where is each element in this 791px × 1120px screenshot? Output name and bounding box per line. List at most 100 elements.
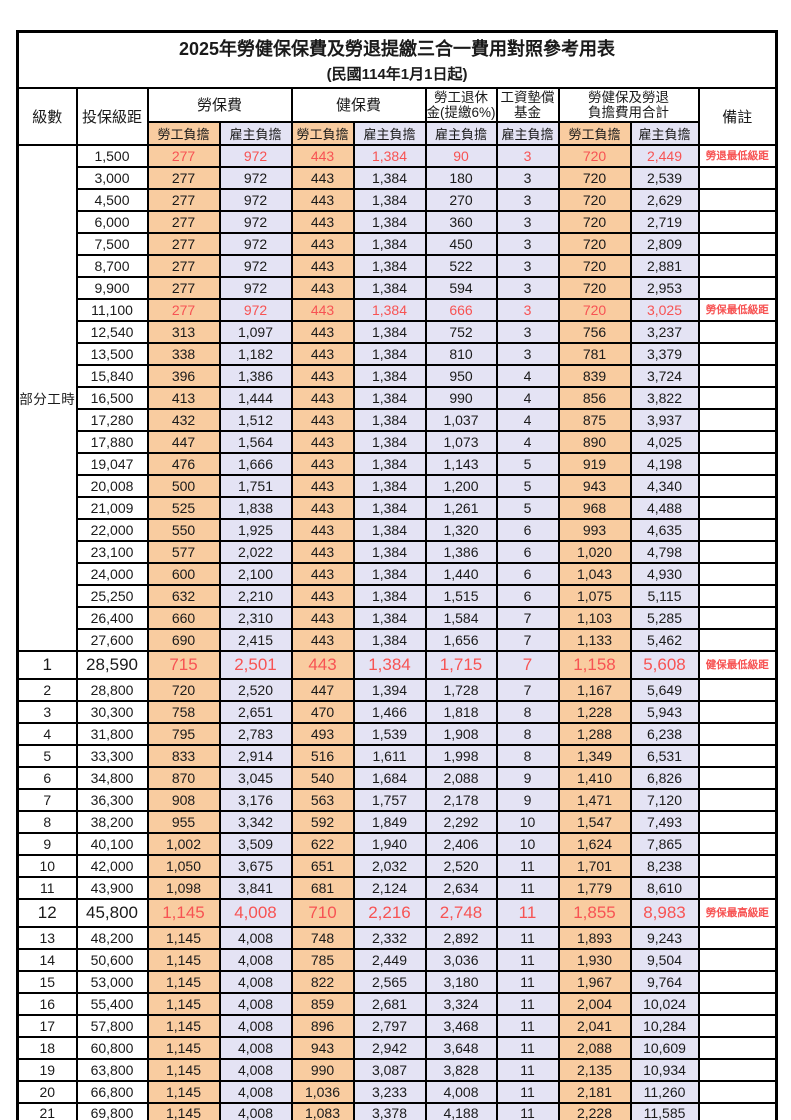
total-employee-cell: 875 [557, 407, 632, 432]
wage-fund-employer-cell: 11 [495, 1057, 560, 1082]
health-ins-employee-cell: 443 [290, 429, 355, 454]
health-ins-employee-cell: 443 [290, 539, 355, 564]
wage-fund-employer-cell: 11 [495, 947, 560, 972]
labor-ins-employer-cell: 972 [218, 231, 293, 256]
wage-fund-employer-cell: 11 [495, 925, 560, 950]
pension-employer-cell: 1,515 [424, 583, 498, 608]
health-ins-employer-cell: 1,384 [352, 209, 427, 234]
col-header-remark: 備註 [697, 86, 778, 146]
health-ins-employee-cell: 493 [290, 721, 355, 746]
bracket-cell: 57,800 [75, 1013, 149, 1038]
pension-employer-cell: 810 [424, 341, 498, 366]
bracket-cell: 11,100 [75, 297, 149, 322]
health-ins-employee-cell: 443 [290, 627, 355, 652]
labor-ins-employee-cell: 577 [146, 539, 221, 564]
table-row: 9,900 277 972 443 1,384 594 3 720 2,953 [18, 275, 778, 300]
col-header-pension: 勞工退休 金(提繳6%) [424, 86, 498, 123]
bracket-cell: 27,600 [75, 627, 149, 652]
health-ins-employer-cell: 3,233 [352, 1079, 427, 1104]
labor-ins-employee-cell: 432 [146, 407, 221, 432]
bracket-cell: 22,000 [75, 517, 149, 542]
wage-fund-employer-cell: 3 [495, 319, 560, 344]
health-ins-employer-cell: 2,797 [352, 1013, 427, 1038]
remark-cell [697, 319, 778, 344]
wage-fund-employer-cell: 10 [495, 809, 560, 834]
table-row: 3 30,300 758 2,651 470 1,466 1,818 8 1,228 5,943 [16, 699, 778, 724]
table-row: 20,008 500 1,751 443 1,384 1,200 5 943 4,340 [18, 473, 778, 498]
wage-fund-employer-cell: 6 [495, 561, 560, 586]
table-row: 27,600 690 2,415 443 1,384 1,656 7 1,133 5,462 [18, 627, 778, 652]
total-employee-cell: 720 [557, 231, 632, 256]
pension-employer-cell: 360 [424, 209, 498, 234]
labor-ins-employee-cell: 600 [146, 561, 221, 586]
table-row: 18 60,800 1,145 4,008 943 2,942 3,648 11 2,088 10… [16, 1035, 778, 1060]
wage-fund-employer-cell: 11 [495, 853, 560, 878]
labor-ins-employee-cell: 908 [146, 787, 221, 812]
total-employee-cell: 720 [557, 253, 632, 278]
labor-ins-employer-cell: 4,008 [218, 1101, 293, 1120]
labor-ins-employer-cell: 4,008 [218, 1057, 293, 1082]
labor-ins-employer-cell: 4,008 [218, 947, 293, 972]
total-employee-cell: 1,893 [557, 925, 632, 950]
bracket-cell: 17,280 [75, 407, 149, 432]
wage-fund-employer-cell: 9 [495, 765, 560, 790]
labor-ins-employer-cell: 1,386 [218, 363, 293, 388]
health-ins-employee-cell: 443 [290, 451, 355, 476]
labor-ins-employee-cell: 338 [146, 341, 221, 366]
table-row: 24,000 600 2,100 443 1,384 1,440 6 1,043 4,930 [18, 561, 778, 586]
labor-ins-employer-cell: 1,182 [218, 341, 293, 366]
table-body: 部分工時 1,500 277 972 443 1,384 90 3 720 2,449 勞退最低級距… [16, 143, 778, 1120]
bracket-cell: 55,400 [75, 991, 149, 1016]
labor-ins-employee-cell: 833 [146, 743, 221, 768]
bracket-cell: 45,800 [75, 897, 149, 928]
total-employee-cell: 1,967 [557, 969, 632, 994]
col-header-labor-insurance: 勞保費 [146, 86, 293, 123]
premium-reference-table: 2025年勞健保保費及勞退提繳三合一費用對照參考用表 (民國114年1月1日起)… [16, 30, 779, 1120]
wage-fund-employer-cell: 3 [495, 165, 560, 190]
remark-cell [697, 583, 778, 608]
header-row-groups: 級數 投保級距 勞保費 健保費 勞工退休 金(提繳6%) 工資墊償 基金 勞健保… [16, 86, 778, 146]
total-employer-cell: 5,285 [629, 605, 700, 630]
remark-cell [697, 699, 778, 724]
health-ins-employer-cell: 1,384 [352, 341, 427, 366]
labor-ins-employee-cell: 525 [146, 495, 221, 520]
total-employer-cell: 10,934 [629, 1057, 700, 1082]
table-row: 8,700 277 972 443 1,384 522 3 720 2,881 [18, 253, 778, 278]
wage-fund-employer-cell: 11 [495, 991, 560, 1016]
labor-ins-employee-cell: 277 [146, 231, 221, 256]
total-employee-cell: 720 [557, 165, 632, 190]
level-cell: 1 [16, 649, 78, 680]
pension-employer-cell: 450 [424, 231, 498, 256]
pension-employer-cell: 2,634 [424, 875, 498, 900]
health-ins-employer-cell: 1,384 [352, 385, 427, 410]
health-ins-employer-cell: 1,384 [352, 583, 427, 608]
wage-fund-employer-cell: 3 [495, 297, 560, 322]
health-ins-employer-cell: 1,384 [352, 187, 427, 212]
labor-ins-employee-cell: 1,098 [146, 875, 221, 900]
labor-ins-employer-cell: 2,415 [218, 627, 293, 652]
pension-employer-cell: 1,656 [424, 627, 498, 652]
pension-employer-cell: 1,143 [424, 451, 498, 476]
health-ins-employee-cell: 896 [290, 1013, 355, 1038]
health-ins-employer-cell: 1,384 [352, 363, 427, 388]
health-ins-employer-cell: 1,940 [352, 831, 427, 856]
health-ins-employer-cell: 1,384 [352, 143, 427, 168]
labor-ins-employer-cell: 972 [218, 275, 293, 300]
total-employer-cell: 4,798 [629, 539, 700, 564]
total-employer-cell: 5,649 [629, 677, 700, 702]
pension-employer-cell: 594 [424, 275, 498, 300]
pension-employer-cell: 1,728 [424, 677, 498, 702]
total-employer-cell: 6,531 [629, 743, 700, 768]
health-ins-employee-cell: 443 [290, 165, 355, 190]
subheader-labor-employer: 雇主負擔 [218, 120, 293, 146]
total-employee-cell: 2,041 [557, 1013, 632, 1038]
remark-cell [697, 561, 778, 586]
wage-fund-employer-cell: 7 [495, 649, 560, 680]
labor-ins-employee-cell: 1,050 [146, 853, 221, 878]
level-cell: 8 [16, 809, 78, 834]
wage-fund-employer-cell: 9 [495, 787, 560, 812]
table-row: 12 45,800 1,145 4,008 710 2,216 2,748 11 1,855 8,… [16, 897, 778, 928]
total-employer-cell: 2,953 [629, 275, 700, 300]
total-employer-cell: 10,284 [629, 1013, 700, 1038]
bracket-cell: 63,800 [75, 1057, 149, 1082]
